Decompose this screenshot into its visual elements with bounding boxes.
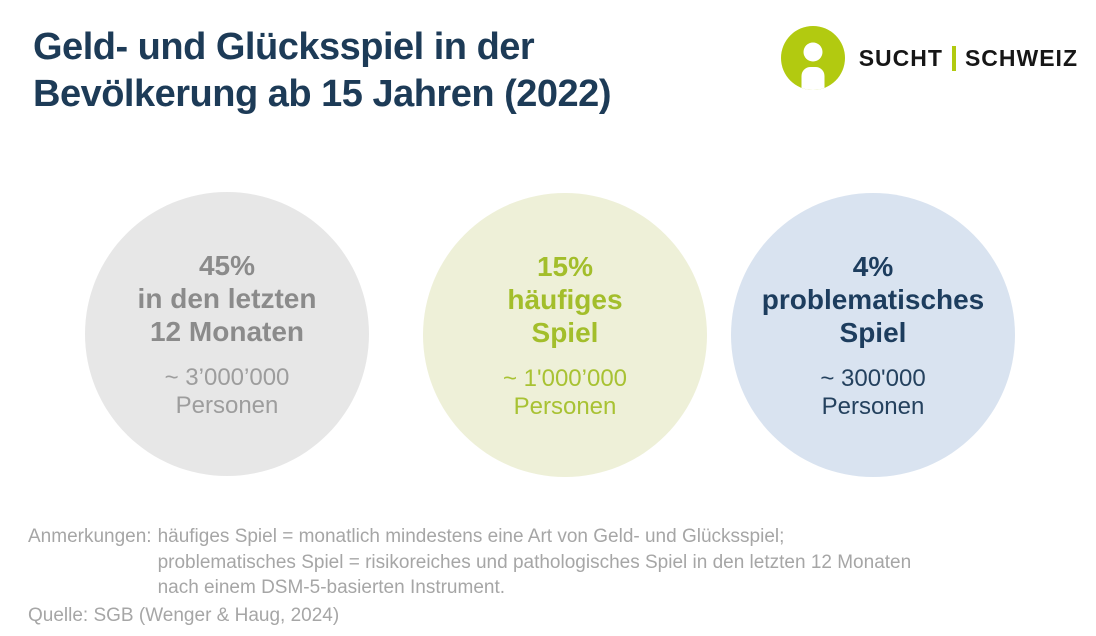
page-title-line-2: Bevölkerung ab 15 Jahren (2022) [33, 73, 611, 115]
category-label-line-1: in den letzten [137, 282, 317, 314]
persons-amount: ~ 3’000’000 [164, 363, 290, 391]
logo-separator [951, 45, 956, 71]
percent-value: 4% [852, 250, 894, 282]
annotation-line-2: problematisches Spiel = risikoreiches un… [157, 551, 912, 573]
page-title-line-1: Geld- und Glücksspiel in der [33, 26, 535, 68]
category-label-line-2: Spiel [839, 316, 907, 348]
annotations-row: Anmerkungen: häufiges Spiel = monatlich … [28, 524, 911, 601]
stat-subtext: ~ 300'000 Personen [820, 365, 925, 421]
stat-circle-frequent-play: 15% häufiges Spiel ~ 1'000’000 Personen [423, 193, 707, 477]
stat-circle-12-months: 45% in den letzten 12 Monaten ~ 3’000’00… [85, 192, 369, 476]
source-line: Quelle: SGB (Wenger & Haug, 2024) [28, 604, 340, 626]
page-title: Geld- und Glücksspiel in der Bevölkerung… [33, 24, 611, 118]
stat-heading: 15% häufiges Spiel [507, 250, 622, 349]
percent-value: 15% [536, 250, 594, 282]
stat-heading: 45% in den letzten 12 Monaten [138, 249, 317, 348]
persons-unit: Personen [821, 392, 925, 420]
stat-subtext: ~ 1'000’000 Personen [503, 365, 627, 421]
annotations-body: häufiges Spiel = monatlich mindestens ei… [158, 524, 912, 601]
annotation-line-1: häufiges Spiel = monatlich mindestens ei… [157, 526, 785, 547]
sucht-schweiz-logo: SUCHT SCHWEIZ [780, 26, 1078, 90]
annotations-label: Anmerkungen: [28, 526, 152, 547]
logo-wordmark: SUCHT SCHWEIZ [859, 45, 1078, 72]
stat-heading: 4% problematisches Spiel [762, 250, 985, 349]
logo-word-sucht: SUCHT [858, 44, 943, 71]
person-icon [780, 26, 845, 90]
stat-circle-problematic-play: 4% problematisches Spiel ~ 300'000 Perso… [731, 193, 1015, 477]
logo-word-schweiz: SCHWEIZ [964, 44, 1078, 71]
persons-amount: ~ 300'000 [820, 364, 926, 392]
persons-amount: ~ 1'000’000 [502, 364, 628, 392]
annotation-line-3: nach einem DSM-5-basierten Instrument. [157, 577, 506, 598]
persons-unit: Personen [175, 391, 279, 419]
persons-unit: Personen [513, 392, 617, 420]
category-label-line-1: problematisches [761, 283, 985, 315]
category-label-line-2: Spiel [531, 316, 599, 348]
category-label-line-2: 12 Monaten [149, 315, 305, 347]
annotations-block: Anmerkungen: häufiges Spiel = monatlich … [28, 524, 911, 628]
percent-value: 45% [198, 249, 256, 281]
stat-subtext: ~ 3’000’000 Personen [165, 364, 290, 420]
category-label-line-1: häufiges [507, 283, 623, 315]
